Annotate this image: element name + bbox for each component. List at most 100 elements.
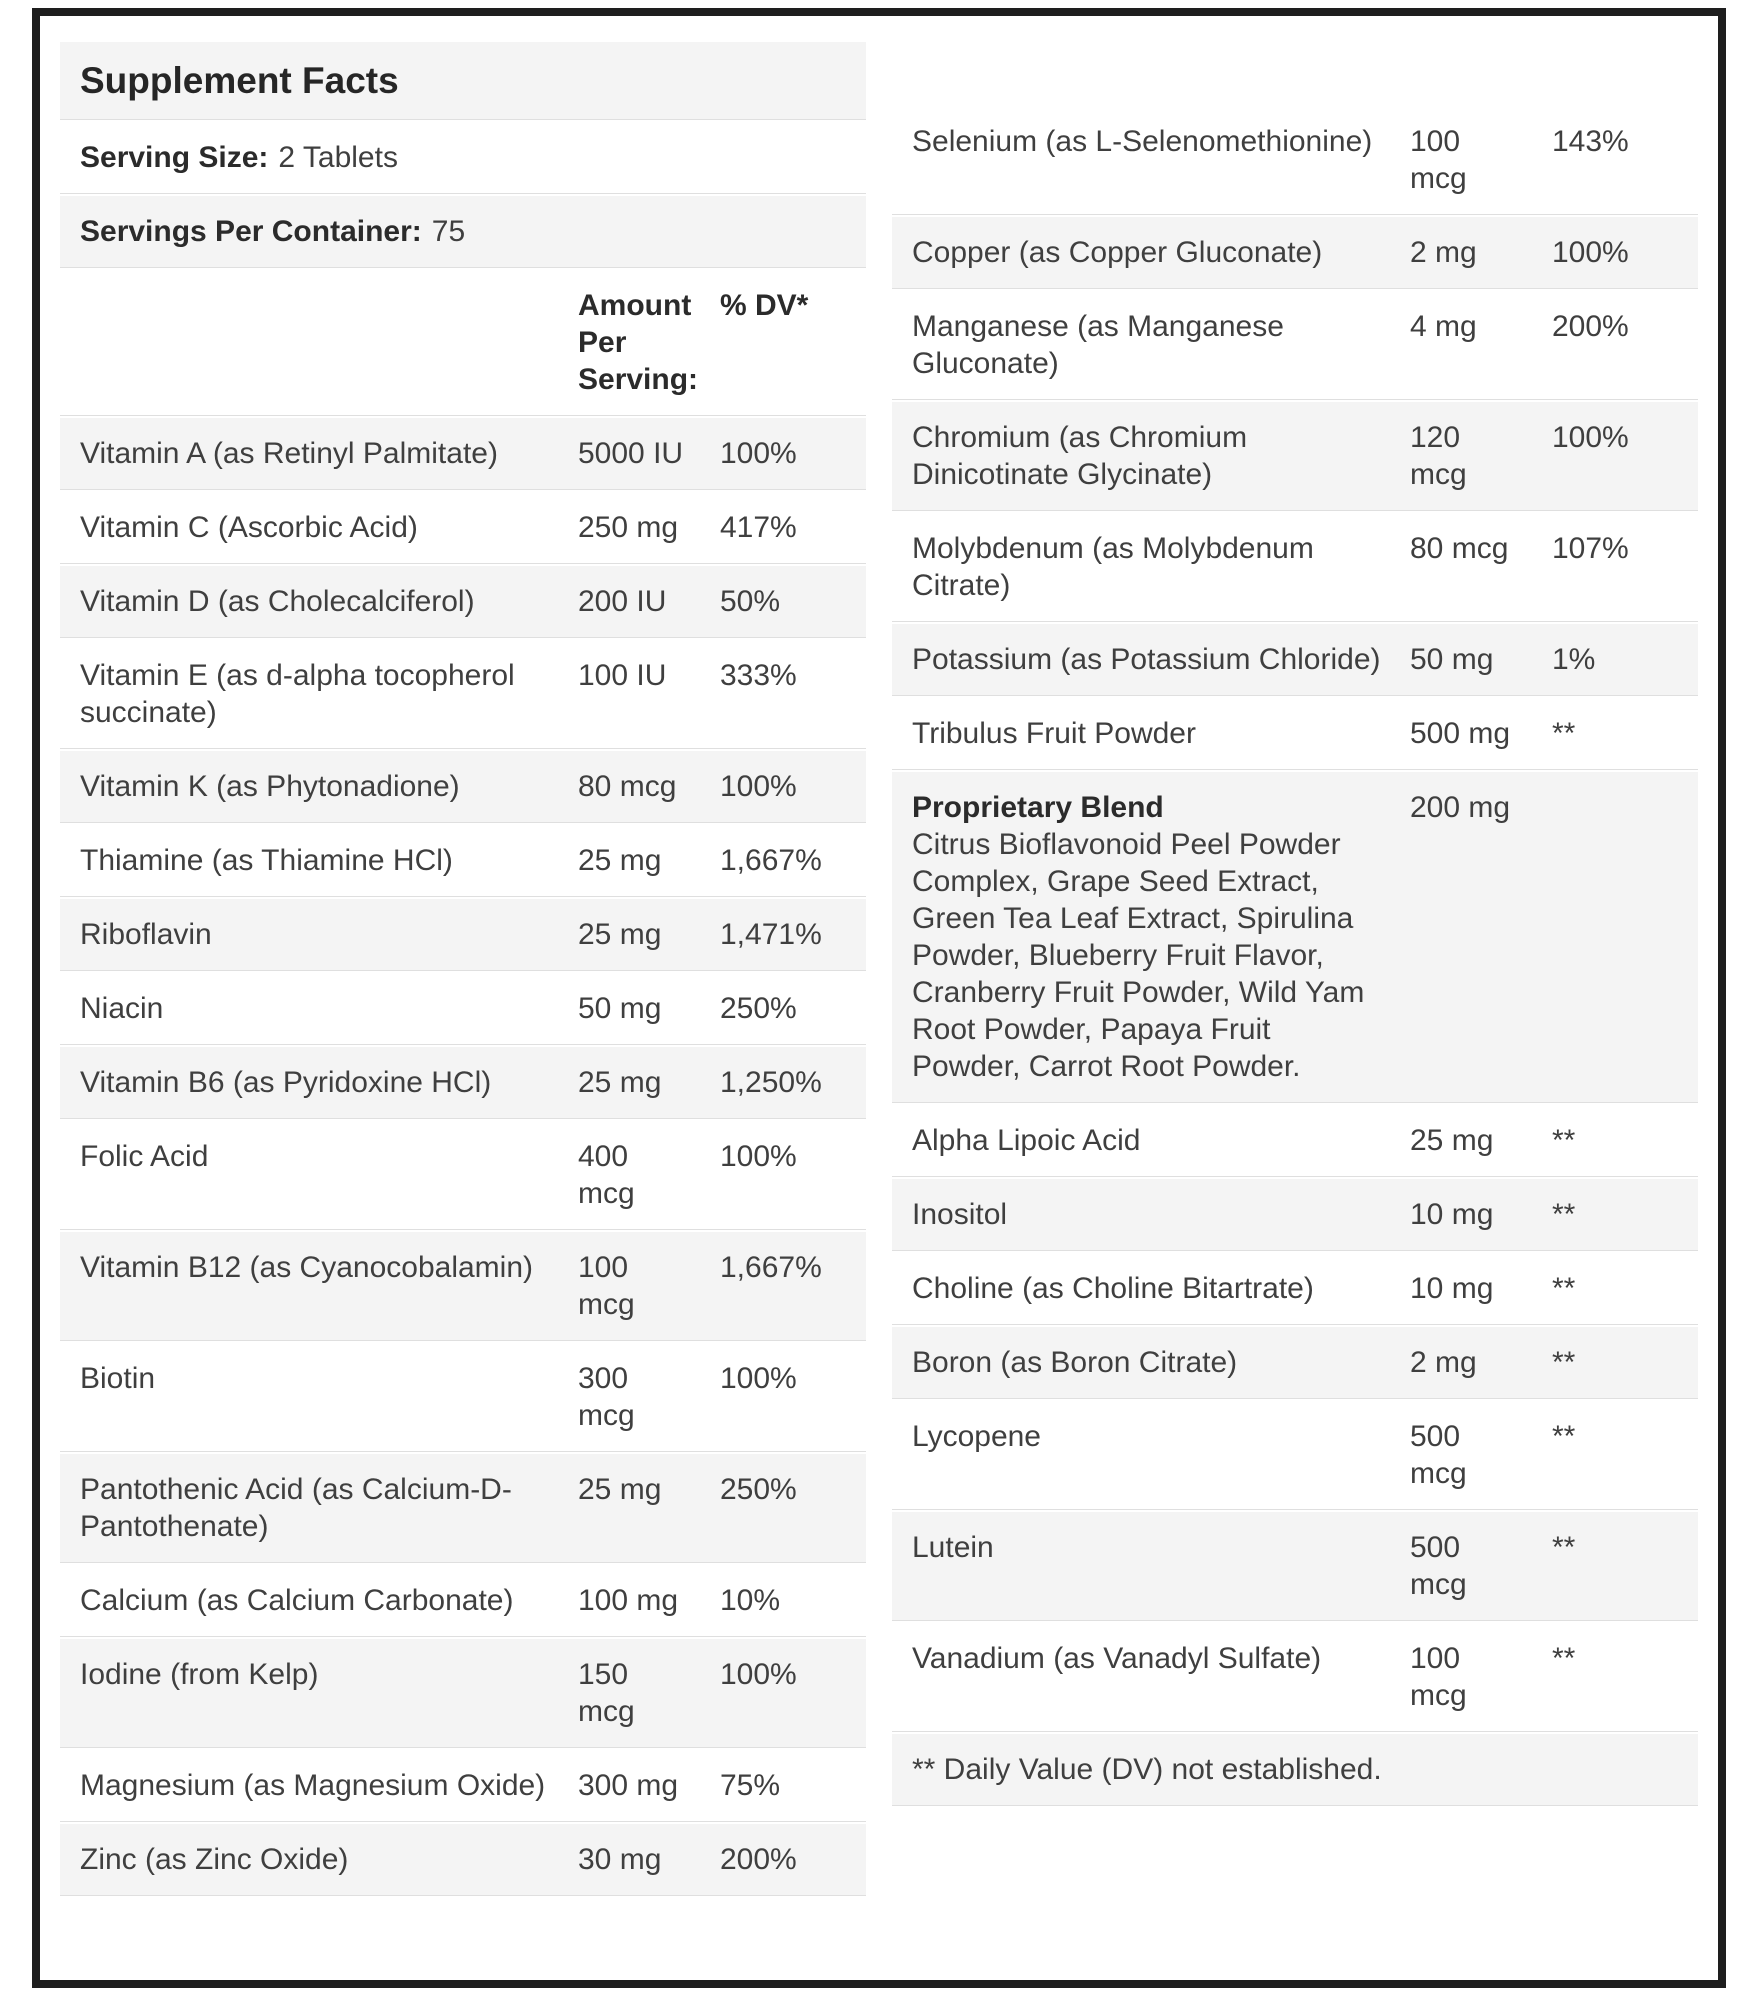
ingredient-amount: 100 mcg bbox=[578, 1251, 635, 1321]
ingredient-dv: ** bbox=[1552, 1346, 1576, 1379]
ingredient-row: Proprietary Blend Citrus Bioflavonoid Pee… bbox=[892, 772, 1698, 1103]
ingredient-dv: 100% bbox=[1552, 421, 1629, 454]
ingredient-row: Lutein 500 mcg ** bbox=[892, 1512, 1698, 1621]
ingredient-dv: 100% bbox=[720, 1362, 797, 1395]
ingredient-dv: ** bbox=[1552, 1124, 1576, 1157]
ingredient-amount: 150 mcg bbox=[578, 1658, 635, 1728]
servings-per-container-row: Servings Per Container: 75 bbox=[60, 196, 866, 268]
ingredient-amount: 5000 IU bbox=[578, 437, 684, 470]
supplement-facts-header: Supplement Facts bbox=[60, 42, 866, 120]
ingredient-amount: 80 mcg bbox=[578, 770, 677, 803]
ingredient-amount: 400 mcg bbox=[578, 1140, 635, 1210]
ingredient-row: Potassium (as Potassium Chloride) 50 mg 1% bbox=[892, 624, 1698, 696]
ingredient-name: Potassium (as Potassium Chloride) bbox=[912, 643, 1381, 676]
ingredient-amount: 2 mg bbox=[1410, 236, 1477, 269]
serving-size-row: Serving Size: 2 Tablets bbox=[60, 122, 866, 194]
ingredient-name: Magnesium (as Magnesium Oxide) bbox=[80, 1769, 546, 1802]
ingredient-dv: 200% bbox=[720, 1843, 797, 1876]
ingredient-dv: 50% bbox=[720, 585, 781, 618]
ingredient-dv: 100% bbox=[720, 1140, 797, 1173]
ingredient-name: Niacin bbox=[80, 992, 164, 1025]
ingredient-name: Tribulus Fruit Powder bbox=[912, 717, 1196, 750]
ingredient-row: Vitamin B6 (as Pyridoxine HCl) 25 mg 1,250… bbox=[60, 1047, 866, 1119]
ingredient-name: Iodine (from Kelp) bbox=[80, 1658, 319, 1691]
ingredient-row: Lycopene 500 mcg ** bbox=[892, 1401, 1698, 1510]
ingredient-row: Vitamin D (as Cholecalciferol) 200 IU 50% bbox=[60, 566, 866, 638]
servings-per-container-value: 75 bbox=[431, 215, 466, 248]
ingredient-amount: 300 mcg bbox=[578, 1362, 635, 1432]
header-amount-per-serving: Amount Per Serving: bbox=[578, 289, 699, 396]
ingredient-row: Zinc (as Zinc Oxide) 30 mg 200% bbox=[60, 1824, 866, 1896]
ingredient-dv: 1,667% bbox=[720, 1251, 822, 1284]
ingredient-amount: 25 mg bbox=[578, 918, 662, 951]
ingredient-amount: 300 mg bbox=[578, 1769, 679, 1802]
ingredient-row: Folic Acid 400 mcg 100% bbox=[60, 1121, 866, 1230]
ingredient-row: Vanadium (as Vanadyl Sulfate) 100 mcg ** bbox=[892, 1623, 1698, 1732]
footnote-row: ** Daily Value (DV) not established. bbox=[892, 1734, 1698, 1806]
label-frame: Supplement Facts Serving Size: 2 Tablets… bbox=[32, 8, 1726, 1988]
ingredient-dv: 100% bbox=[720, 770, 797, 803]
ingredient-amount: 80 mcg bbox=[1410, 532, 1509, 565]
ingredient-row: Pantothenic Acid (as Calcium-D-Pantothen… bbox=[60, 1454, 866, 1563]
ingredient-row: Vitamin K (as Phytonadione) 80 mcg 100% bbox=[60, 751, 866, 823]
ingredient-name: Manganese (as Manganese Gluconate) bbox=[912, 310, 1284, 380]
ingredient-name: Molybdenum (as Molybdenum Citrate) bbox=[912, 532, 1314, 602]
ingredient-row: Iodine (from Kelp) 150 mcg 100% bbox=[60, 1639, 866, 1748]
label-columns: Supplement Facts Serving Size: 2 Tablets… bbox=[60, 42, 1698, 1954]
ingredient-name: Proprietary Blend Citrus Bioflavonoid Pee… bbox=[912, 789, 1410, 1085]
right-column-spacer bbox=[892, 42, 1698, 106]
right-column: Selenium (as L-Selenomethionine) 100 mcg 1… bbox=[892, 42, 1698, 1954]
ingredient-dv: 100% bbox=[720, 1658, 797, 1691]
proprietary-blend-title: Proprietary Blend bbox=[912, 791, 1164, 824]
ingredient-amount: 200 IU bbox=[578, 585, 667, 618]
left-column: Supplement Facts Serving Size: 2 Tablets… bbox=[60, 42, 866, 1954]
ingredient-row: Riboflavin 25 mg 1,471% bbox=[60, 899, 866, 971]
ingredient-row: Magnesium (as Magnesium Oxide) 300 mg 75% bbox=[60, 1750, 866, 1822]
ingredient-name: Vitamin A (as Retinyl Palmitate) bbox=[80, 437, 498, 470]
ingredient-amount: 10 mg bbox=[1410, 1272, 1494, 1305]
serving-size-value: 2 Tablets bbox=[278, 141, 398, 174]
ingredient-name: Vitamin C (Ascorbic Acid) bbox=[80, 511, 418, 544]
ingredient-amount: 2 mg bbox=[1410, 1346, 1477, 1379]
ingredient-name: Vitamin D (as Cholecalciferol) bbox=[80, 585, 475, 618]
ingredient-row: Vitamin A (as Retinyl Palmitate) 5000 IU 1… bbox=[60, 418, 866, 490]
ingredient-dv: 143% bbox=[1552, 125, 1629, 158]
ingredient-amount: 50 mg bbox=[578, 992, 662, 1025]
ingredient-name: Copper (as Copper Gluconate) bbox=[912, 236, 1323, 269]
ingredient-amount: 30 mg bbox=[578, 1843, 662, 1876]
ingredient-row: Selenium (as L-Selenomethionine) 100 mcg 1… bbox=[892, 106, 1698, 215]
ingredient-dv: ** bbox=[1552, 1198, 1576, 1231]
ingredient-name: Alpha Lipoic Acid bbox=[912, 1124, 1141, 1157]
ingredient-name: Zinc (as Zinc Oxide) bbox=[80, 1843, 349, 1876]
ingredient-row: Chromium (as Chromium Dinicotinate Glyci… bbox=[892, 402, 1698, 511]
ingredient-row: Inositol 10 mg ** bbox=[892, 1179, 1698, 1251]
ingredient-name: Vitamin K (as Phytonadione) bbox=[80, 770, 460, 803]
ingredient-amount: 100 mcg bbox=[1410, 125, 1467, 195]
ingredient-dv: ** bbox=[1552, 717, 1576, 750]
left-ingredient-rows: Vitamin A (as Retinyl Palmitate) 5000 IU 1… bbox=[60, 418, 866, 1896]
ingredient-row: Molybdenum (as Molybdenum Citrate) 80 mcg… bbox=[892, 513, 1698, 622]
ingredient-name: Boron (as Boron Citrate) bbox=[912, 1346, 1238, 1379]
ingredient-row: Calcium (as Calcium Carbonate) 100 mg 10% bbox=[60, 1565, 866, 1637]
ingredient-amount: 10 mg bbox=[1410, 1198, 1494, 1231]
ingredient-row: Manganese (as Manganese Gluconate) 4 mg 20… bbox=[892, 291, 1698, 400]
header-percent-dv: % DV* bbox=[720, 289, 809, 322]
ingredient-dv: 1,667% bbox=[720, 844, 822, 877]
dv-footnote: ** Daily Value (DV) not established. bbox=[912, 1753, 1382, 1786]
ingredient-dv: 1,250% bbox=[720, 1066, 822, 1099]
column-header-row: Amount Per Serving: % DV* bbox=[60, 270, 866, 416]
ingredient-row: Boron (as Boron Citrate) 2 mg ** bbox=[892, 1327, 1698, 1399]
ingredient-row: Vitamin B12 (as Cyanocobalamin) 100 mcg 1,… bbox=[60, 1232, 866, 1341]
ingredient-dv: ** bbox=[1552, 1642, 1576, 1675]
ingredient-dv: 333% bbox=[720, 659, 797, 692]
ingredient-amount: 100 mg bbox=[578, 1584, 679, 1617]
ingredient-name: Calcium (as Calcium Carbonate) bbox=[80, 1584, 514, 1617]
ingredient-row: Thiamine (as Thiamine HCl) 25 mg 1,667% bbox=[60, 825, 866, 897]
ingredient-amount: 100 IU bbox=[578, 659, 667, 692]
proprietary-blend-description: Citrus Bioflavonoid Peel Powder Complex,… bbox=[912, 828, 1365, 1083]
ingredient-dv: 1% bbox=[1552, 643, 1596, 676]
ingredient-row: Alpha Lipoic Acid 25 mg ** bbox=[892, 1105, 1698, 1177]
ingredient-row: Choline (as Choline Bitartrate) 10 mg ** bbox=[892, 1253, 1698, 1325]
ingredient-amount: 500 mcg bbox=[1410, 1531, 1467, 1601]
ingredient-name: Selenium (as L-Selenomethionine) bbox=[912, 125, 1373, 158]
